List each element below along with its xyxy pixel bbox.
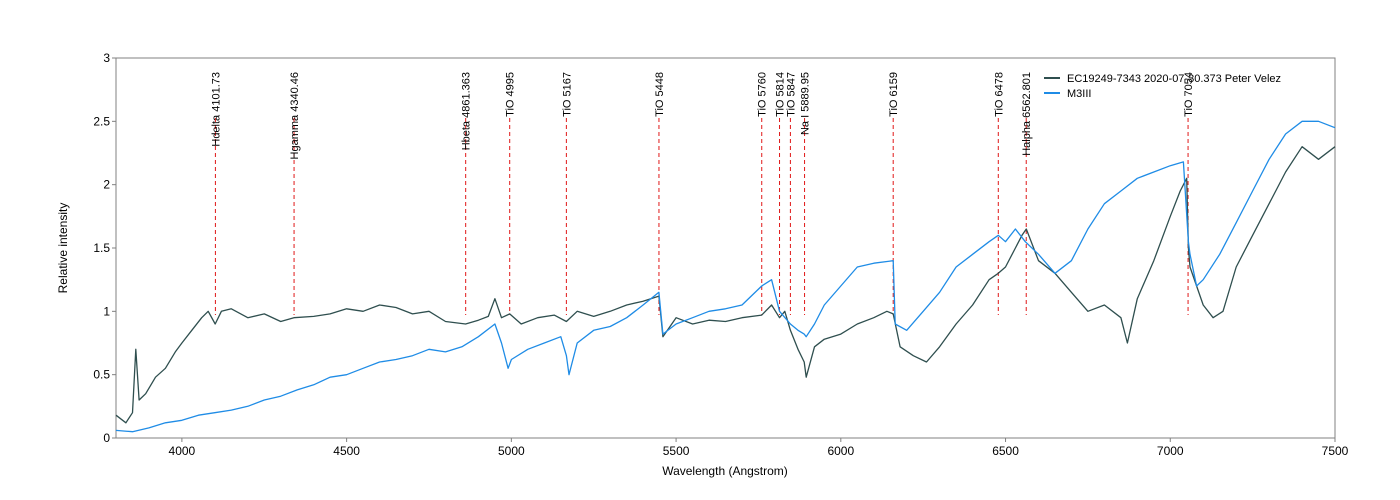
y-tick-label: 2.5 xyxy=(93,114,110,128)
x-tick-label: 5500 xyxy=(663,444,690,458)
annotation-label: TiO 7054 xyxy=(1183,72,1195,117)
y-tick-label: 3 xyxy=(103,51,110,65)
annotation-label: TiO 4995 xyxy=(505,72,517,117)
x-tick-label: 4500 xyxy=(333,444,360,458)
x-axis-title: Wavelength (Angstrom) xyxy=(662,464,788,478)
annotation-label: Hdelta 4101.73 xyxy=(210,72,222,147)
series-line-ec19249 xyxy=(115,146,1336,424)
annotation-layer: Hdelta 4101.73 Hgamma 4340.46 Hbeta 4861.3… xyxy=(210,72,1195,315)
x-tick-label: 4000 xyxy=(169,444,196,458)
annotation-label: TiO 6478 xyxy=(993,72,1005,117)
annotation-label: TiO 5448 xyxy=(654,72,666,117)
x-axis: 4000 4500 5000 5500 6000 6500 7000 7500 xyxy=(169,438,1349,458)
legend: EC19249-7343 2020-07-30.373 Peter Velez … xyxy=(1044,73,1281,100)
annotation-label: Hgamma 4340.46 xyxy=(289,72,301,159)
annotation-label: TiO 5167 xyxy=(561,72,573,117)
plot-area xyxy=(115,57,1336,439)
y-tick-label: 1 xyxy=(103,304,110,318)
annotation-label: Na I 5889.95 xyxy=(800,72,812,135)
legend-label-m3iii: M3III xyxy=(1067,88,1091,100)
y-tick-label: 1.5 xyxy=(93,241,110,255)
series-line-m3iii xyxy=(115,120,1336,433)
x-tick-label: 6500 xyxy=(992,444,1019,458)
y-axis-title: Relative intensity xyxy=(56,203,70,294)
annotation-label: Halpha 6562.801 xyxy=(1021,72,1033,156)
x-tick-label: 7000 xyxy=(1157,444,1184,458)
x-tick-label: 7500 xyxy=(1322,444,1349,458)
series-layer xyxy=(115,120,1336,433)
x-tick-label: 6000 xyxy=(827,444,854,458)
annotation-label: TiO 5847 xyxy=(785,72,797,117)
annotation-label: TiO 5814 xyxy=(775,72,787,117)
y-tick-label: 0.5 xyxy=(93,368,110,382)
annotation-label: TiO 5760 xyxy=(757,72,769,117)
annotation-label: TiO 6159 xyxy=(888,72,900,117)
x-tick-label: 5000 xyxy=(498,444,525,458)
legend-label-ec19249: EC19249-7343 2020-07-30.373 Peter Velez xyxy=(1067,73,1281,85)
annotation-label: Hbeta 4861.363 xyxy=(461,72,473,150)
y-axis: 0 0.5 1 1.5 2 2.5 3 xyxy=(93,51,116,445)
y-tick-label: 2 xyxy=(103,178,110,192)
y-tick-label: 0 xyxy=(103,431,110,445)
